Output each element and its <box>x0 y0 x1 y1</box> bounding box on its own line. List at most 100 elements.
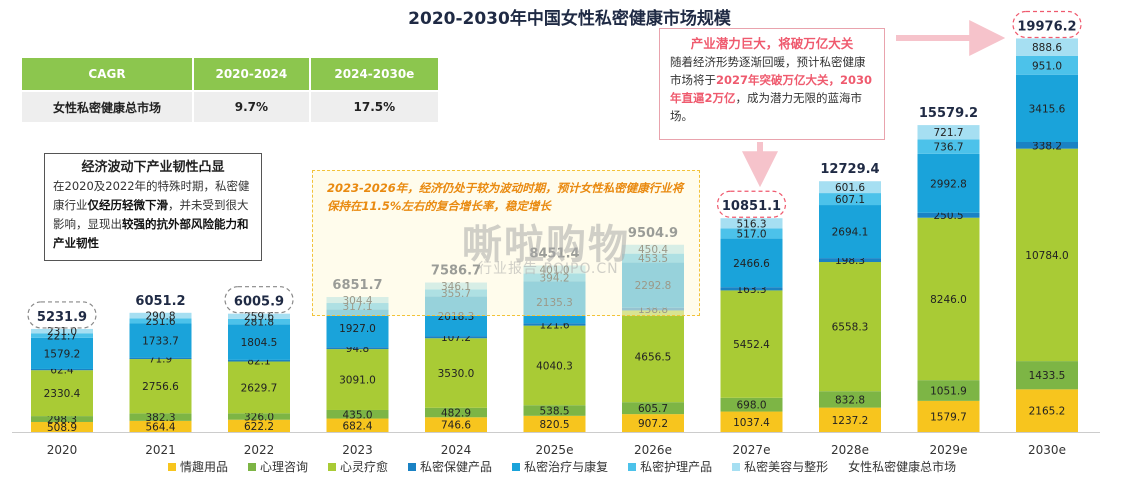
bar-segment <box>425 336 487 339</box>
x-tick-label: 2022 <box>244 443 275 457</box>
legend-item-total: 女性私密健康总市场 <box>848 460 957 474</box>
data-label: 2756.6 <box>142 381 179 393</box>
data-label: 607.1 <box>835 194 865 206</box>
total-highlight-ring <box>1012 10 1082 39</box>
bar-segment <box>326 409 389 419</box>
bar-segment <box>326 349 389 410</box>
bar-segment <box>1016 148 1078 362</box>
total-label: 6051.2 <box>135 294 185 309</box>
bar-segment <box>720 411 783 432</box>
note-potential-text-b: 2027年突破万亿大关，2030年直逼2万亿 <box>670 73 873 105</box>
legend-label: 私密护理产品 <box>640 460 713 474</box>
bar-segment <box>31 416 93 422</box>
note-resilience-text-b: 仅经历轻微下滑 <box>87 198 169 212</box>
legend-swatch <box>628 462 637 471</box>
data-label: 482.9 <box>441 408 471 420</box>
data-label: 382.3 <box>145 412 175 424</box>
legend-swatch <box>168 462 176 471</box>
data-label: 1237.2 <box>832 415 869 427</box>
bar-segment <box>917 380 980 401</box>
data-label: 338.2 <box>1032 140 1062 152</box>
legend-item: 私密美容与整形 <box>732 458 828 475</box>
x-tick-label: 2026e <box>634 443 672 457</box>
data-label: 517.0 <box>736 228 766 240</box>
bar-segment <box>129 357 192 360</box>
bar-segment <box>425 417 487 432</box>
legend-label: 心灵疗愈 <box>340 460 389 474</box>
data-label: 3091.0 <box>339 375 376 387</box>
legend-label: 情趣用品 <box>180 460 229 474</box>
note-resilience: 经济波动下产业韧性凸显 在2020及2022年的特殊时期，私密健康行业仅经历轻微… <box>44 153 262 261</box>
bar-segment <box>523 415 586 432</box>
bar-segment <box>523 405 586 416</box>
legend-swatch <box>408 462 417 471</box>
data-label: 298.3 <box>47 414 77 426</box>
bar-segment <box>720 290 783 398</box>
bar-segment <box>228 361 290 414</box>
legend-swatch <box>512 462 521 471</box>
bar-segment <box>917 139 980 154</box>
bar-segment <box>819 391 881 408</box>
bar-segment <box>425 338 487 408</box>
data-label: 601.6 <box>835 182 865 194</box>
bar-segment <box>917 400 980 432</box>
total-label: 5231.9 <box>37 310 87 325</box>
legend-label: 私密美容与整形 <box>744 460 829 474</box>
bar-segment <box>819 262 881 392</box>
bar-segment <box>228 313 290 319</box>
bar-segment <box>819 181 881 194</box>
x-tick-label: 2029e <box>930 443 968 457</box>
legend-label: 私密治疗与康复 <box>524 460 609 474</box>
bar-segment <box>523 323 586 326</box>
bar-segment <box>425 407 487 418</box>
bar-segment <box>326 418 389 432</box>
note-resilience-text-c: ，并未受到很大影响，显现出 <box>53 198 249 231</box>
data-label: 3530.0 <box>438 368 475 380</box>
data-label: 605.7 <box>638 403 668 415</box>
bar-segment <box>1016 361 1078 390</box>
chart-title: 2020-2030年中国女性私密健康市场规模 <box>408 9 731 29</box>
bar-segment <box>228 318 290 325</box>
note-resilience-text-d: 较强的抗外部风险能力和产业韧性 <box>53 217 249 250</box>
cagr-header-2020-2024: 2020-2024 <box>193 58 311 91</box>
data-label: 326.0 <box>244 412 274 424</box>
total-highlight-ring <box>27 301 97 329</box>
data-label: 832.8 <box>835 394 865 406</box>
data-label: 508.9 <box>47 422 77 434</box>
data-label: 1433.5 <box>1029 370 1066 382</box>
bar-segment <box>819 407 881 432</box>
bar-segment <box>622 310 684 403</box>
legend-swatch <box>732 462 741 471</box>
data-label: 4656.5 <box>635 351 672 363</box>
data-label: 951.0 <box>1032 60 1062 72</box>
bar-segment <box>326 347 389 350</box>
legend-label: 心理咨询 <box>260 460 309 474</box>
legend-item: 情趣用品 <box>168 458 228 475</box>
data-label: 907.2 <box>638 418 668 430</box>
data-label: 251.6 <box>145 316 175 328</box>
bar-segment <box>228 359 290 362</box>
x-tick-label: 2024 <box>441 443 472 457</box>
total-label: 12729.4 <box>820 162 879 177</box>
bar-segment <box>31 337 93 369</box>
bar-segment <box>720 218 783 229</box>
bar-segment <box>1016 38 1078 56</box>
bar-segment <box>129 420 192 432</box>
bar-segment <box>31 333 93 338</box>
bar-segment <box>917 217 980 381</box>
note-potential: 产业潜力巨大，将破万亿大关 随着经济形势逐渐回暖，预计私密健康市场将于2027年… <box>659 28 885 140</box>
legend-item: 私密保健产品 <box>408 458 492 475</box>
bar-segment <box>129 413 192 421</box>
bar-segment <box>622 402 684 415</box>
x-tick-label: 2028e <box>831 443 869 457</box>
bar-segment <box>1016 389 1078 432</box>
bar-segment <box>819 258 881 263</box>
data-label: 10784.0 <box>1025 250 1068 262</box>
bar-segment <box>523 325 586 406</box>
bar-segment <box>31 421 93 432</box>
bar-segment <box>1016 74 1078 142</box>
data-label: 221.7 <box>47 331 77 343</box>
legend-label: 私密保健产品 <box>420 460 493 474</box>
note-growth-forecast: 2023-2026年，经济仍处于较为波动时期，预计女性私密健康行业将保持在11.… <box>312 170 700 316</box>
data-label: 2629.7 <box>241 382 278 394</box>
